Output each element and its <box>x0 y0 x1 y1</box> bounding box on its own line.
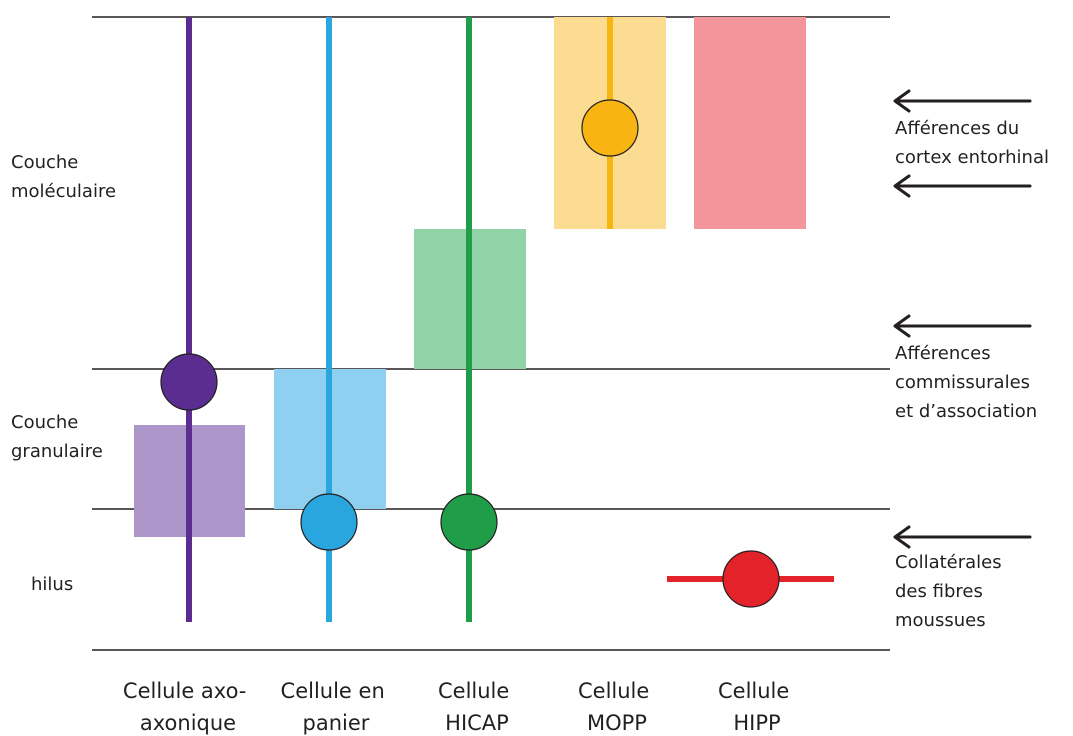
cell-label-mopp: Cellule MOPP <box>578 679 656 735</box>
hipp-arbor <box>694 17 806 229</box>
axo-axonic-soma <box>160 353 218 411</box>
arrow-icon <box>893 174 1032 198</box>
afferent-label-mossy: Collatérales des fibres moussues <box>895 552 1007 631</box>
mopp-soma <box>581 99 639 157</box>
basket-cell <box>274 17 386 622</box>
arrow-icon <box>893 314 1032 338</box>
afferent-arrows <box>893 89 1032 549</box>
cell-label-hicap: Cellule HICAP <box>438 679 516 735</box>
hicap-cell <box>414 17 526 622</box>
afferent-label-entorhinal: Afférences du cortex entorhinal <box>895 118 1049 168</box>
layer-label-granular: Couche granulaire <box>11 412 103 462</box>
basket-soma <box>300 493 358 551</box>
afferent-label-commissural: Afférences commissurales et d’associatio… <box>895 343 1037 422</box>
layer-label-hilus: hilus <box>31 574 73 595</box>
arrow-icon <box>893 89 1032 113</box>
layer-label-molecular: Couche moléculaire <box>11 152 116 202</box>
cell-label-axo-axonic: Cellule axo- axonique <box>123 679 253 735</box>
arrow-icon <box>893 525 1032 549</box>
hicap-soma <box>440 493 498 551</box>
axo-axonic-cell <box>134 17 245 622</box>
hipp-cell <box>667 17 834 608</box>
cell-label-hipp: Cellule HIPP <box>718 679 796 735</box>
cell-label-basket: Cellule en panier <box>281 679 392 735</box>
hipp-soma <box>722 550 780 608</box>
mopp-cell <box>554 17 666 229</box>
